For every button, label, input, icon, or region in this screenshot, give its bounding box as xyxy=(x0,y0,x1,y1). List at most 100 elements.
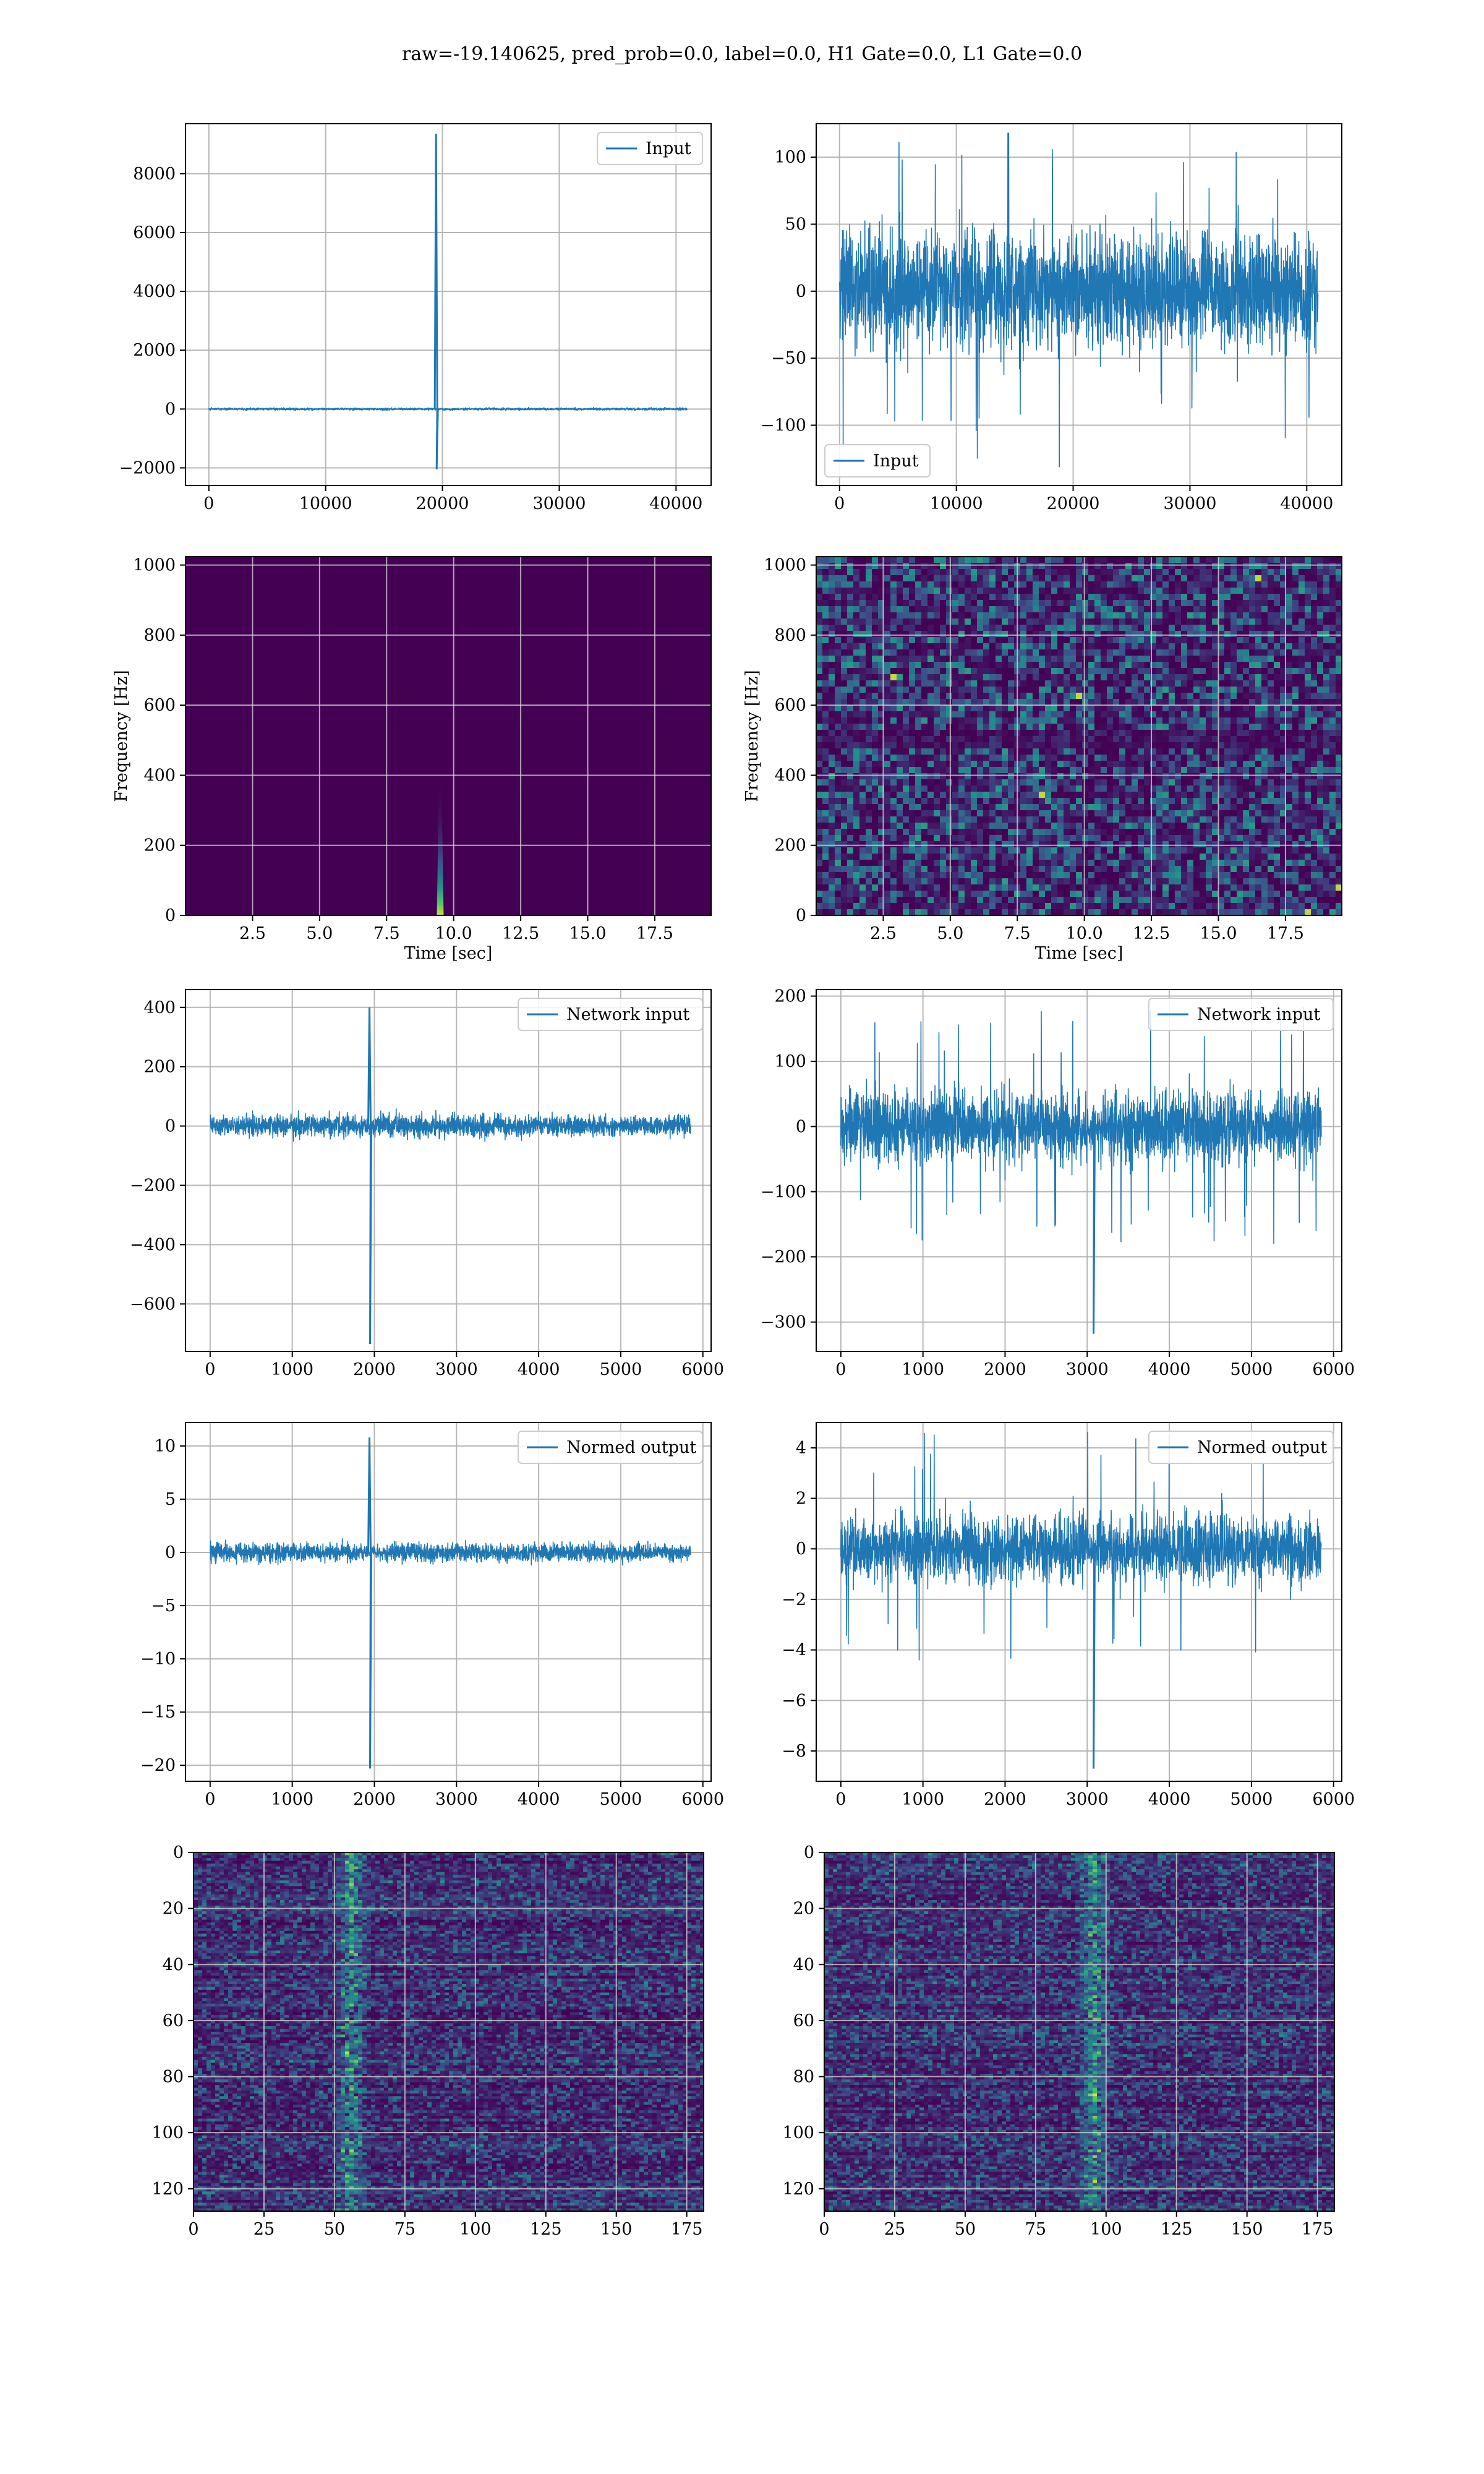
heatmap-cell xyxy=(909,618,916,625)
heatmap-cell xyxy=(1230,730,1237,737)
heatmap-cell xyxy=(1144,785,1151,792)
heatmap-cell xyxy=(1193,847,1200,854)
heatmap-cell xyxy=(1002,600,1009,607)
heatmap-cell xyxy=(1051,854,1058,860)
heatmap-cell xyxy=(903,773,910,780)
heatmap-cell xyxy=(1311,773,1318,780)
heatmap-cell xyxy=(1175,730,1182,737)
heatmap-cell xyxy=(1206,767,1213,774)
heatmap-cell xyxy=(940,594,947,601)
heatmap-cell xyxy=(1298,618,1305,625)
heatmap-cell xyxy=(1274,668,1281,675)
heatmap-cell xyxy=(1317,674,1324,681)
heatmap-cell xyxy=(1045,569,1052,576)
heatmap-cell xyxy=(878,903,885,910)
heatmap-cell xyxy=(835,897,842,904)
heatmap-cell xyxy=(903,891,910,897)
heatmap-cell xyxy=(915,736,922,743)
heatmap-cell xyxy=(1218,804,1225,811)
heatmap-cell xyxy=(989,742,996,749)
heatmap-cell xyxy=(1317,668,1324,675)
heatmap-cell xyxy=(816,903,823,910)
heatmap-cell xyxy=(1101,656,1107,662)
heatmap-cell xyxy=(989,841,996,848)
heatmap-cell xyxy=(965,656,971,662)
heatmap-cell xyxy=(878,742,885,749)
heatmap-cell xyxy=(1317,854,1324,860)
heatmap-cell xyxy=(1088,557,1095,563)
heatmap-cell xyxy=(1057,668,1064,675)
heatmap-cell xyxy=(1268,668,1274,675)
heatmap-cell xyxy=(989,835,996,842)
heatmap-cell xyxy=(884,575,891,582)
heatmap-cell xyxy=(1305,724,1311,730)
heatmap-cell xyxy=(853,588,860,594)
heatmap-cell xyxy=(1323,897,1330,904)
heatmap-cell xyxy=(996,600,1002,607)
heatmap-cell xyxy=(897,674,903,681)
heatmap-cell xyxy=(1224,785,1231,792)
heatmap-cell xyxy=(1286,761,1293,768)
heatmap-cell xyxy=(1138,637,1145,644)
heatmap-cell xyxy=(1064,588,1070,594)
heatmap-cell xyxy=(1230,724,1237,730)
heatmap-cell xyxy=(1230,643,1237,650)
heatmap-cell xyxy=(1230,600,1237,607)
heatmap-cell xyxy=(1162,773,1169,780)
heatmap-cell xyxy=(841,878,848,885)
heatmap-cell xyxy=(958,662,965,669)
heatmap-cell xyxy=(1336,724,1342,730)
heatmap-cell xyxy=(1193,717,1200,724)
heatmap-cell xyxy=(1088,854,1095,860)
heatmap-cell xyxy=(1298,785,1305,792)
heatmap-cell xyxy=(1230,711,1237,718)
heatmap-cell xyxy=(927,674,934,681)
heatmap-cell xyxy=(1026,687,1033,693)
heatmap-cell xyxy=(1156,705,1163,712)
heatmap-cell xyxy=(1144,860,1151,867)
heatmap-cell xyxy=(1286,878,1293,885)
heatmap-cell xyxy=(884,649,891,656)
heatmap-cell xyxy=(1113,680,1120,687)
heatmap-cell xyxy=(952,705,959,712)
heatmap-cell xyxy=(952,730,959,737)
heatmap-cell xyxy=(903,569,910,576)
heatmap-cell xyxy=(1261,878,1268,885)
x-axis-label: Time [sec] xyxy=(404,944,493,963)
heatmap-cell xyxy=(437,910,444,914)
heatmap-cell xyxy=(1020,662,1027,669)
heatmap-cell xyxy=(1107,748,1114,755)
heatmap-cell xyxy=(1329,699,1336,706)
heatmap-cell xyxy=(958,705,965,712)
heatmap-cell xyxy=(1076,637,1083,644)
heatmap-cell xyxy=(1212,612,1219,619)
heatmap-cell xyxy=(971,693,978,700)
heatmap-cell xyxy=(1002,773,1009,780)
heatmap-cell xyxy=(983,878,990,885)
heatmap-cell xyxy=(1119,600,1126,607)
heatmap-cell xyxy=(1175,643,1182,650)
heatmap-cell xyxy=(1230,637,1237,644)
heatmap-cell xyxy=(1051,649,1058,656)
heatmap-cell xyxy=(1107,835,1114,842)
heatmap-cell xyxy=(1138,569,1145,576)
heatmap-cell xyxy=(1212,581,1219,588)
heatmap-cell xyxy=(1008,618,1015,625)
heatmap-cells xyxy=(816,557,1342,915)
heatmap-cell xyxy=(1088,674,1095,681)
heatmap-cell xyxy=(1298,563,1305,570)
heatmap-cell xyxy=(847,755,854,761)
heatmap-cell xyxy=(1162,662,1169,669)
heatmap-cell xyxy=(1181,618,1188,625)
heatmap-cell xyxy=(1200,773,1206,780)
heatmap-cell xyxy=(437,857,443,861)
heatmap-cell xyxy=(989,680,996,687)
heatmap-cell xyxy=(1008,693,1015,700)
heatmap-cell xyxy=(1169,866,1175,873)
heatmap-cell xyxy=(1206,847,1213,854)
heatmap-cell xyxy=(983,674,990,681)
heatmap-cell xyxy=(884,563,891,570)
heatmap-cell xyxy=(1094,557,1101,563)
heatmap-cell xyxy=(829,711,835,718)
heatmap-cell xyxy=(1064,854,1070,860)
